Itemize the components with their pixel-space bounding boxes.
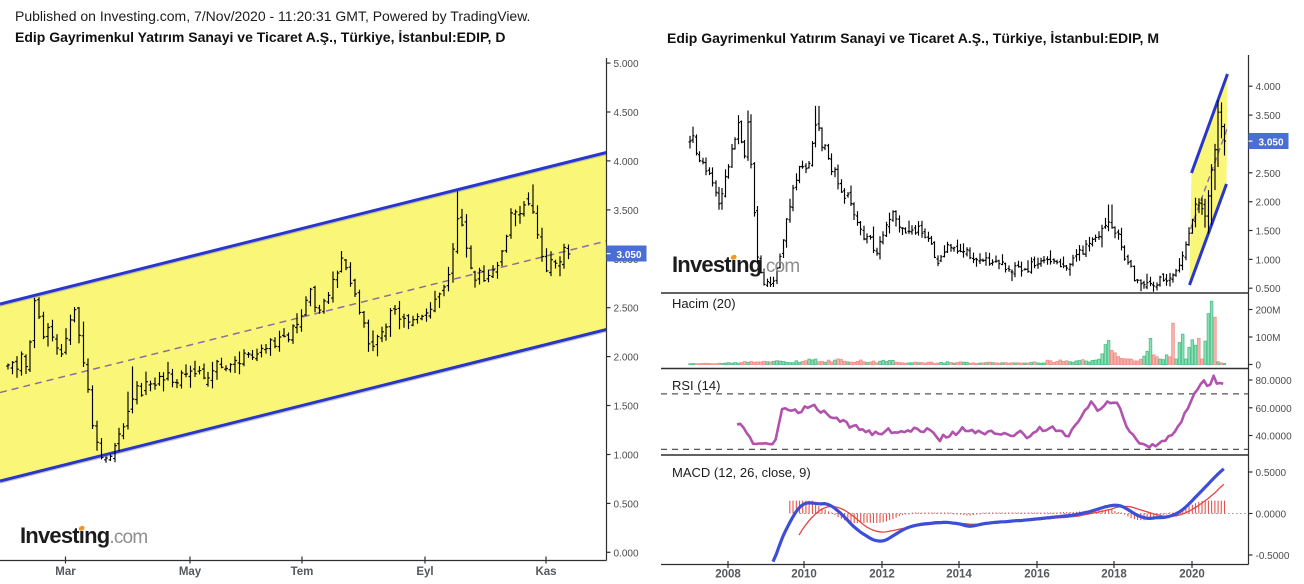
- svg-text:4.000: 4.000: [1256, 82, 1281, 93]
- svg-text:-0.5000: -0.5000: [1256, 551, 1290, 562]
- svg-text:Edip Gayrimenkul Yatırım Sanay: Edip Gayrimenkul Yatırım Sanayi ve Ticar…: [15, 29, 505, 45]
- svg-text:5.000: 5.000: [614, 59, 639, 70]
- svg-text:Eyl: Eyl: [416, 566, 433, 578]
- svg-text:3.500: 3.500: [614, 206, 639, 217]
- svg-text:0.500: 0.500: [614, 499, 639, 510]
- svg-text:2020: 2020: [1179, 569, 1205, 581]
- svg-text:Tem: Tem: [291, 566, 314, 578]
- svg-text:100M: 100M: [1256, 333, 1281, 344]
- svg-text:MACD (12, 26, close, 9): MACD (12, 26, close, 9): [672, 465, 811, 480]
- svg-text:Edip Gayrimenkul Yatırım Sanay: Edip Gayrimenkul Yatırım Sanayi ve Ticar…: [667, 30, 1159, 46]
- svg-text:Published on Investing.com, 7/: Published on Investing.com, 7/Nov/2020 -…: [15, 8, 530, 24]
- svg-text:May: May: [179, 566, 202, 578]
- svg-text:2014: 2014: [946, 569, 972, 581]
- svg-text:1.500: 1.500: [614, 402, 639, 413]
- svg-text:1.000: 1.000: [1256, 255, 1281, 266]
- svg-text:80.0000: 80.0000: [1256, 376, 1293, 387]
- svg-text:3.050: 3.050: [1258, 137, 1283, 148]
- svg-text:2018: 2018: [1101, 569, 1127, 581]
- svg-text:2012: 2012: [869, 569, 895, 581]
- svg-text:60.0000: 60.0000: [1256, 404, 1293, 415]
- svg-text:2.000: 2.000: [614, 353, 639, 364]
- svg-text:Mar: Mar: [55, 566, 76, 578]
- svg-text:Kas: Kas: [535, 566, 556, 578]
- svg-text:2.500: 2.500: [614, 304, 639, 315]
- svg-text:2016: 2016: [1024, 569, 1050, 581]
- svg-text:4.500: 4.500: [614, 108, 639, 119]
- svg-text:0.000: 0.000: [614, 548, 639, 559]
- svg-text:40.0000: 40.0000: [1256, 432, 1293, 443]
- svg-text:2008: 2008: [715, 569, 741, 581]
- svg-text:1.500: 1.500: [1256, 227, 1281, 238]
- svg-text:4.000: 4.000: [614, 157, 639, 168]
- svg-text:0.0000: 0.0000: [1256, 510, 1287, 521]
- svg-text:0.5000: 0.5000: [1256, 468, 1287, 479]
- svg-text:2.500: 2.500: [1256, 169, 1281, 180]
- svg-text:2010: 2010: [791, 569, 817, 581]
- svg-text:2.000: 2.000: [1256, 198, 1281, 209]
- svg-text:0: 0: [1256, 361, 1262, 372]
- svg-text:0.500: 0.500: [1256, 284, 1281, 295]
- svg-text:1.000: 1.000: [614, 451, 639, 462]
- svg-text:Investıng.com: Investıng.com: [672, 252, 799, 277]
- svg-text:Hacim (20): Hacim (20): [672, 296, 736, 311]
- svg-text:3.500: 3.500: [1256, 111, 1281, 122]
- svg-text:RSI (14): RSI (14): [672, 378, 720, 393]
- svg-text:3.050: 3.050: [616, 250, 641, 261]
- svg-text:200M: 200M: [1256, 306, 1281, 317]
